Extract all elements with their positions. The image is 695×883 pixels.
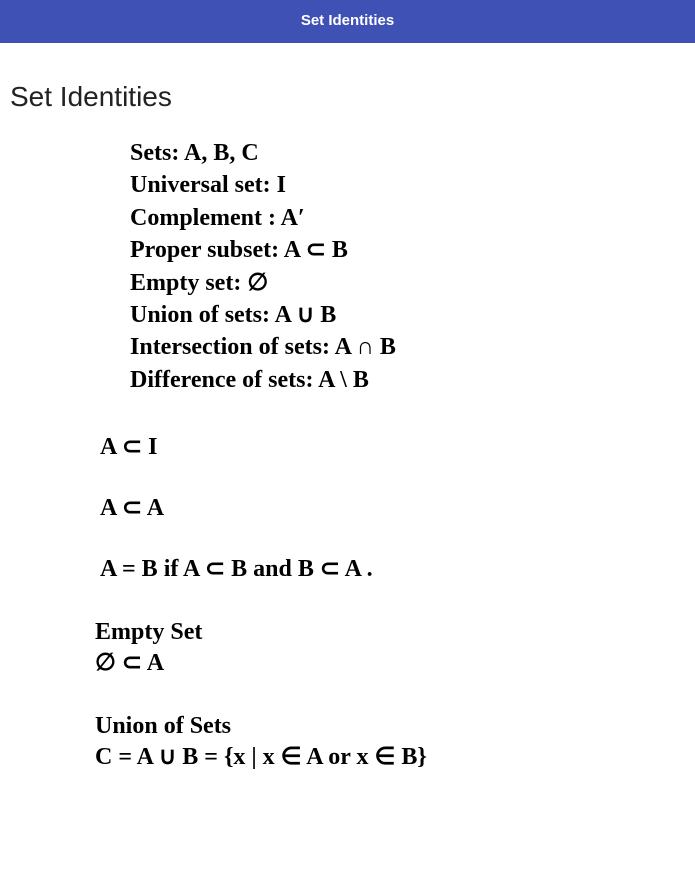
page-header-bar: Set Identities xyxy=(0,0,695,43)
empty-set-formula: ∅ ⊂ A xyxy=(95,648,695,677)
identity-line: A = B if A ⊂ B and B ⊂ A . xyxy=(100,554,695,583)
definition-line: Difference of sets: A \ B xyxy=(130,364,695,396)
definition-line: Union of sets: A ∪ B xyxy=(130,299,695,331)
definition-line: Empty set: ∅ xyxy=(130,267,695,299)
definition-line: Sets: A, B, C xyxy=(130,137,695,169)
definition-line: Complement : A′ xyxy=(130,202,695,234)
definition-line: Intersection of sets: A ∩ B xyxy=(130,331,695,363)
empty-set-title: Empty Set xyxy=(95,619,695,646)
identity-line: A ⊂ I xyxy=(100,432,695,461)
union-formula: C = A ∪ B = {x | x ∈ A or x ∈ B} xyxy=(95,742,695,771)
definitions-block: Sets: A, B, C Universal set: I Complemen… xyxy=(130,137,695,396)
page-heading: Set Identities xyxy=(10,81,695,113)
definition-line: Universal set: I xyxy=(130,169,695,201)
union-title: Union of Sets xyxy=(95,713,695,740)
definition-line: Proper subset: A ⊂ B xyxy=(130,234,695,266)
header-title: Set Identities xyxy=(301,12,394,29)
content-area: Sets: A, B, C Universal set: I Complemen… xyxy=(0,113,695,771)
identity-line: A ⊂ A xyxy=(100,493,695,522)
